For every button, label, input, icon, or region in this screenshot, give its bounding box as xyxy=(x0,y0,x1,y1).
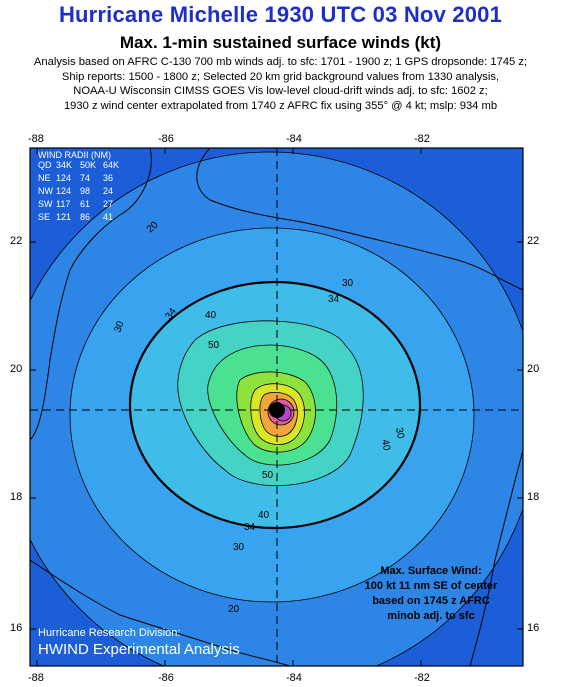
svg-text:41: 41 xyxy=(103,212,113,222)
contour-label: 30 xyxy=(233,542,245,553)
svg-text:minob adj. to sfc: minob adj. to sfc xyxy=(387,610,474,622)
note-line: 1930 z wind center extrapolated from 174… xyxy=(63,99,498,112)
wind-radii-row: SW xyxy=(38,199,53,209)
credit-org: Hurricane Research Division: xyxy=(38,627,180,639)
lat-tick-left: 22 xyxy=(10,235,23,247)
lon-tick-top: -84 xyxy=(286,133,302,145)
lon-tick-top: -86 xyxy=(158,133,174,145)
svg-text:based on 1745 z AFRC: based on 1745 z AFRC xyxy=(372,595,490,607)
contour-label: 40 xyxy=(258,510,270,521)
wind-radii-row: NW xyxy=(38,186,53,196)
svg-text:124: 124 xyxy=(56,173,71,183)
contour-label: 30 xyxy=(342,278,354,289)
analysis-notes: Analysis based on AFRC C-130 700 mb wind… xyxy=(0,55,561,113)
contour-label: 34 xyxy=(328,294,340,305)
contour-labels: 20 30 34 40 50 34 40 30 20 30 34 40 30 5… xyxy=(112,219,405,615)
svg-text:74: 74 xyxy=(80,173,90,183)
svg-text:36: 36 xyxy=(103,173,113,183)
svg-text:98: 98 xyxy=(80,186,90,196)
contour-label: 30 xyxy=(112,319,126,334)
note-line: Analysis based on AFRC C-130 700 mb wind… xyxy=(33,56,528,68)
lat-tick-left: 18 xyxy=(10,491,23,503)
svg-text:121: 121 xyxy=(56,212,71,222)
contour-label: 20 xyxy=(228,604,240,615)
lon-tick-top: -82 xyxy=(414,133,430,145)
lon-tick-top: -88 xyxy=(28,133,44,145)
max-wind-annotation: Max. Surface Wind: 100 kt 11 nm SE of ce… xyxy=(365,565,498,622)
svg-text:86: 86 xyxy=(80,212,90,222)
svg-text:117: 117 xyxy=(56,199,70,209)
land-cuba xyxy=(196,148,523,291)
land-central-america xyxy=(30,559,291,666)
contour-label: 50 xyxy=(208,340,220,351)
credit-product: HWIND Experimental Analysis xyxy=(38,641,240,658)
land-nicaragua-coast xyxy=(469,449,523,666)
lon-tick-bottom: -82 xyxy=(414,672,430,684)
svg-text:50K: 50K xyxy=(80,160,96,170)
note-line: NOAA-U Wisconsin CIMSS GOES Vis low-leve… xyxy=(73,85,488,97)
svg-text:61: 61 xyxy=(80,199,90,209)
contour-label: 34 xyxy=(244,522,256,533)
svg-text:34K: 34K xyxy=(56,160,72,170)
contour-label: 50 xyxy=(262,470,274,481)
lat-tick-right: 22 xyxy=(527,235,540,247)
wind-radii-header: QD xyxy=(38,160,52,170)
wind-radii-row: NE xyxy=(38,173,51,183)
lat-tick-left: 16 xyxy=(10,622,23,634)
lat-tick-right: 20 xyxy=(527,363,540,375)
lon-tick-bottom: -88 xyxy=(28,672,44,684)
lat-tick-right: 16 xyxy=(527,622,540,634)
lat-tick-right: 18 xyxy=(527,491,540,503)
wind-radii-row: SE xyxy=(38,212,50,222)
contour-label: 40 xyxy=(205,310,217,321)
land-yucatan xyxy=(30,148,152,441)
plot-frame xyxy=(29,147,524,667)
svg-text:100 kt 11 nm SE of center: 100 kt 11 nm SE of center xyxy=(365,580,498,592)
lon-tick-bottom: -84 xyxy=(286,672,302,684)
contour-label: 40 xyxy=(379,439,392,452)
lon-tick-bottom: -86 xyxy=(158,672,174,684)
svg-text:27: 27 xyxy=(103,199,113,209)
svg-text:24: 24 xyxy=(103,186,113,196)
wind-radii-title: WIND RADII (NM) xyxy=(38,150,111,160)
wind-radii-table: WIND RADII (NM) QD 34K 50K 64K NE 124 74… xyxy=(38,150,119,222)
svg-text:Max. Surface Wind:: Max. Surface Wind: xyxy=(380,565,481,577)
lat-tick-left: 20 xyxy=(10,363,23,375)
contour-label: 30 xyxy=(393,427,406,440)
chart-title: Hurricane Michelle 1930 UTC 03 Nov 2001 xyxy=(58,2,503,27)
svg-text:64K: 64K xyxy=(103,160,119,170)
svg-text:124: 124 xyxy=(56,186,71,196)
note-line: Ship reports: 1500 - 1800 z; Selected 20… xyxy=(61,70,500,83)
tick-marks xyxy=(30,148,523,666)
chart-subtitle: Max. 1-min sustained surface winds (kt) xyxy=(119,33,442,52)
